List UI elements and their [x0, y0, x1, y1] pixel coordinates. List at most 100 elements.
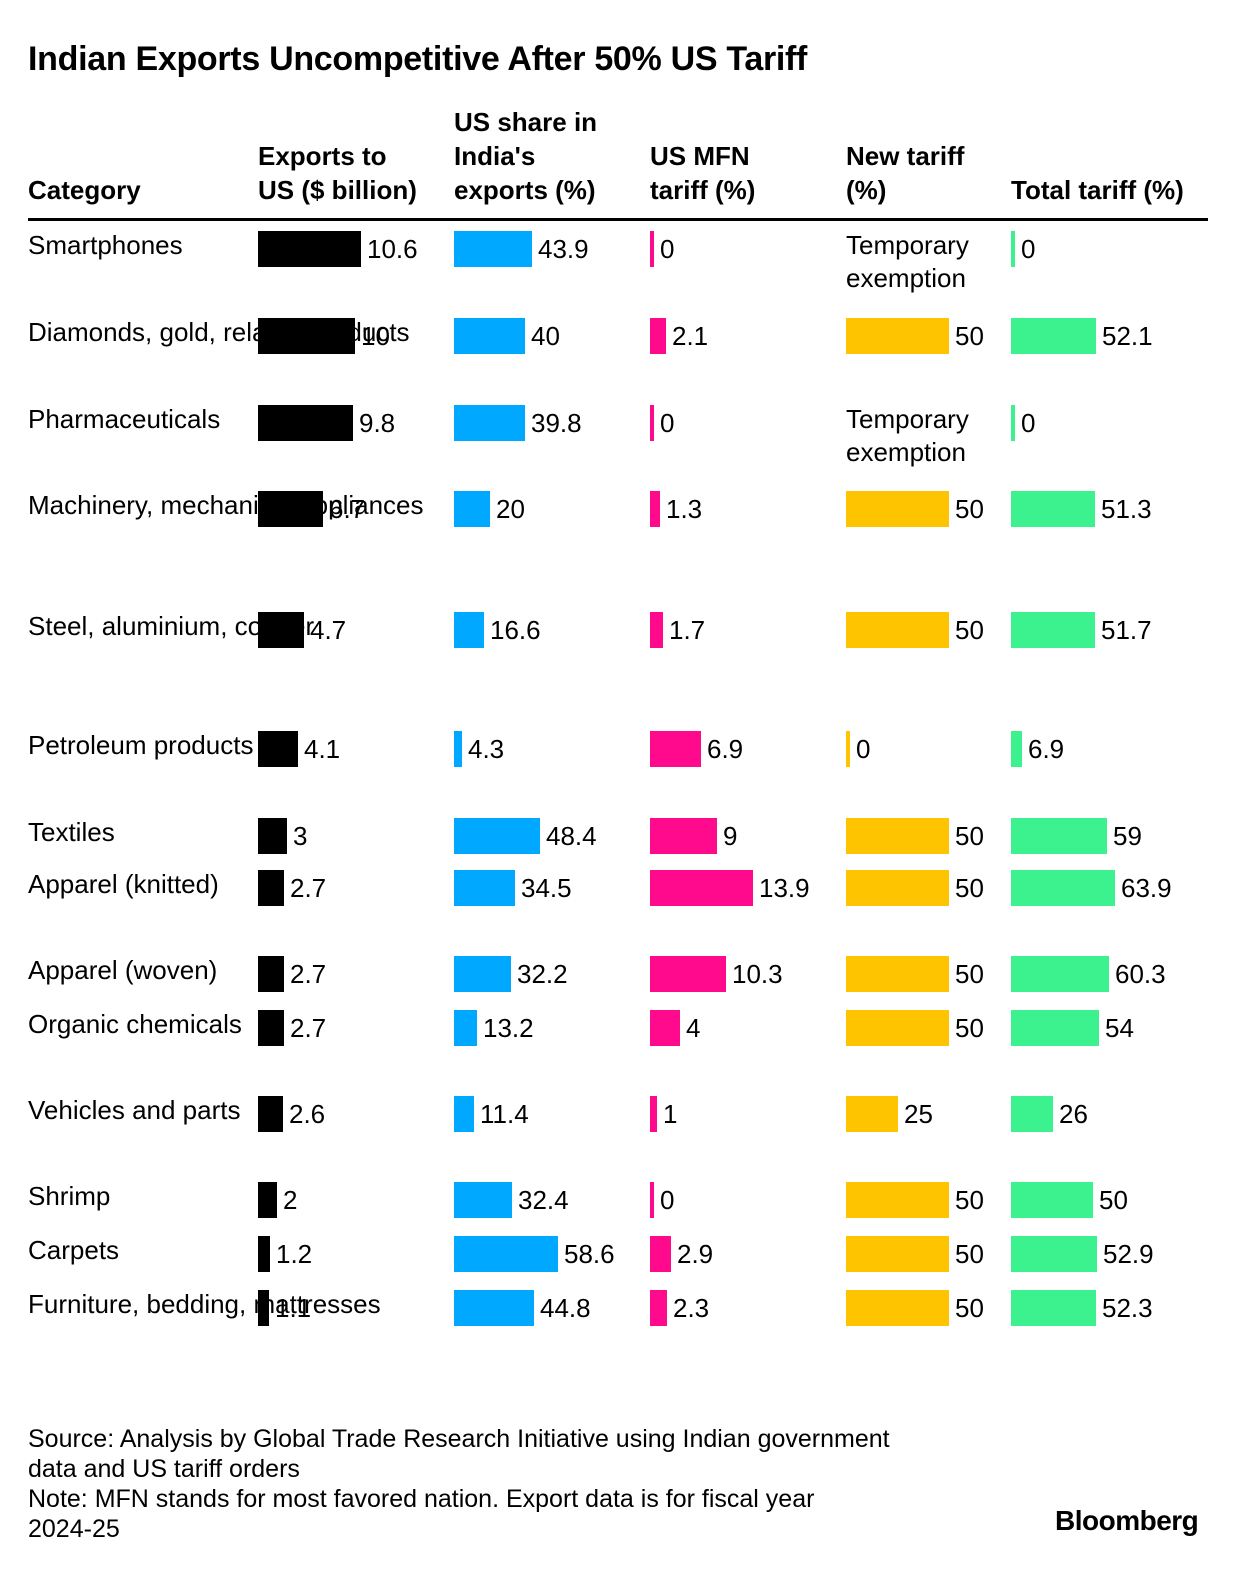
share-value: 44.8 [540, 1293, 591, 1323]
share-bar [454, 1182, 512, 1218]
exports-value: 2.7 [290, 873, 327, 903]
header-mfn-tariff: US MFN tariff (%) [650, 141, 756, 205]
share-value: 32.2 [517, 959, 568, 989]
share-value: 20 [496, 494, 525, 524]
bloomberg-logo: Bloomberg [1055, 1505, 1199, 1536]
new-text: Temporary exemption [846, 230, 969, 293]
new-bar [846, 318, 949, 354]
exports-bar [258, 818, 287, 854]
category-label: Pharmaceuticals [28, 404, 221, 434]
mfn-value: 4 [686, 1013, 701, 1043]
exports-bar [258, 870, 284, 906]
total-bar [1011, 491, 1095, 527]
exports-value: 2.7 [290, 1013, 327, 1043]
total-value: 51.3 [1101, 494, 1152, 524]
mfn-value: 10.3 [732, 959, 783, 989]
total-bar [1011, 731, 1022, 767]
mfn-value: 0 [660, 408, 675, 438]
category-label: Smartphones [28, 230, 183, 260]
mfn-bar [650, 1010, 680, 1046]
share-value: 48.4 [546, 821, 597, 851]
total-value: 52.3 [1102, 1293, 1153, 1323]
category-label: Vehicles and parts [28, 1095, 241, 1125]
share-value: 39.8 [531, 408, 582, 438]
mfn-bar [650, 1236, 671, 1272]
total-value: 54 [1105, 1013, 1134, 1043]
new-value: 50 [955, 821, 984, 851]
header-new-tariff: New tariff (%) [846, 141, 965, 205]
exports-value: 1.2 [276, 1239, 313, 1269]
share-bar [454, 1096, 474, 1132]
mfn-bar [650, 491, 660, 527]
exports-value: 4.7 [310, 615, 347, 645]
share-value: 11.4 [480, 1099, 529, 1129]
mfn-bar [650, 231, 654, 267]
mfn-bar [650, 956, 726, 992]
new-value: 50 [955, 494, 984, 524]
exports-value: 1.1 [275, 1293, 312, 1323]
total-bar [1011, 1182, 1093, 1218]
total-bar [1011, 1096, 1053, 1132]
share-bar [454, 870, 515, 906]
total-value: 6.9 [1028, 734, 1065, 764]
new-value: 0 [856, 734, 871, 764]
mfn-bar [650, 1182, 654, 1218]
new-value: 50 [955, 321, 984, 351]
share-bar [454, 956, 511, 992]
new-value: 25 [904, 1099, 933, 1129]
new-value: 50 [955, 1293, 984, 1323]
new-bar [846, 818, 949, 854]
new-bar [846, 491, 949, 527]
share-value: 43.9 [538, 234, 589, 264]
header-category: Category [28, 175, 141, 205]
new-bar [846, 731, 850, 767]
new-bar [846, 1290, 949, 1326]
total-value: 63.9 [1121, 873, 1172, 903]
share-bar [454, 1290, 534, 1326]
category-label: Furniture, bedding, mattresses [28, 1289, 381, 1319]
mfn-value: 0 [660, 1185, 675, 1215]
header-total-tariff: Total tariff (%) [1011, 175, 1184, 205]
total-bar [1011, 818, 1107, 854]
category-label: Textiles [28, 817, 115, 847]
mfn-bar [650, 318, 666, 354]
exports-value: 2 [283, 1185, 298, 1215]
share-bar [454, 318, 525, 354]
exports-bar [258, 956, 284, 992]
share-bar [454, 405, 525, 441]
category-label: Apparel (woven) [28, 955, 218, 985]
mfn-value: 1.3 [666, 494, 703, 524]
share-value: 34.5 [521, 873, 572, 903]
share-value: 13.2 [483, 1013, 534, 1043]
total-bar [1011, 231, 1015, 267]
exports-value: 6.7 [329, 494, 366, 524]
total-value: 52.9 [1103, 1239, 1154, 1269]
total-bar [1011, 318, 1096, 354]
total-value: 26 [1059, 1099, 1088, 1129]
exports-value: 10 [361, 321, 390, 351]
new-value: 50 [955, 959, 984, 989]
new-text: Temporary exemption [846, 404, 969, 467]
exports-bar [258, 731, 298, 767]
category-label: Organic chemicals [28, 1009, 242, 1039]
total-bar [1011, 405, 1015, 441]
header-exports: Exports to US ($ billion) [258, 141, 417, 205]
mfn-bar [650, 731, 701, 767]
mfn-bar [650, 405, 654, 441]
exports-bar [258, 318, 355, 354]
new-value: 50 [955, 1185, 984, 1215]
total-bar [1011, 870, 1115, 906]
share-bar [454, 231, 532, 267]
category-label: Shrimp [28, 1181, 111, 1211]
total-bar [1011, 1290, 1096, 1326]
mfn-bar [650, 870, 753, 906]
category-label: Apparel (knitted) [28, 869, 219, 899]
mfn-value: 13.9 [759, 873, 810, 903]
mfn-value: 2.3 [673, 1293, 710, 1323]
new-bar [846, 956, 949, 992]
total-value: 0 [1021, 408, 1036, 438]
new-value: 50 [955, 615, 984, 645]
total-value: 50 [1099, 1185, 1128, 1215]
total-value: 60.3 [1115, 959, 1166, 989]
new-bar [846, 1182, 949, 1218]
